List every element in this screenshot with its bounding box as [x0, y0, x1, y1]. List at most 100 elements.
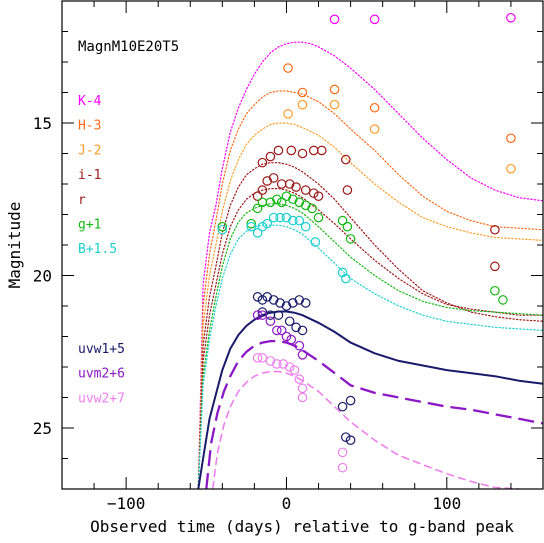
data-point-g-1 — [498, 295, 508, 305]
data-point-uvm2-6 — [294, 340, 305, 351]
data-point-r — [300, 185, 311, 195]
legend-label-j-2: J-2 — [78, 143, 101, 158]
data-point-uvw1-5 — [345, 395, 356, 406]
data-point-uvw2-7 — [278, 359, 289, 369]
data-point-r — [268, 173, 279, 183]
data-point-b-1-5 — [288, 215, 298, 226]
data-point-uvw1-5 — [262, 292, 273, 302]
data-point-h-3 — [329, 84, 340, 95]
data-point-k-4 — [329, 14, 340, 25]
legend-label-r: r — [78, 193, 86, 208]
data-point-g-1 — [337, 215, 348, 226]
data-point-uvw2-7 — [294, 374, 305, 384]
data-point-i-1 — [257, 157, 268, 168]
data-point-r — [276, 179, 287, 189]
data-point-i-1 — [265, 151, 276, 162]
data-point-b-1-5 — [246, 221, 256, 232]
data-point-uvw2-7 — [257, 353, 268, 363]
data-point-uvm2-6 — [286, 334, 297, 345]
data-point-uvw1-5 — [291, 322, 301, 333]
data-point-i-1 — [490, 261, 500, 272]
data-point-b-1-5 — [300, 221, 311, 232]
model-curves — [197, 41, 544, 490]
data-point-j-2 — [297, 99, 308, 110]
data-point-uvm2-6 — [272, 325, 282, 336]
data-point-g-1 — [217, 221, 228, 232]
plot-frame — [61, 0, 544, 490]
y-tick-label: 25 — [33, 419, 52, 438]
data-point-b-1-5 — [281, 212, 292, 223]
data-point-r — [291, 182, 301, 192]
data-point-g-1 — [307, 203, 317, 214]
data-point-uvm2-6 — [276, 325, 287, 336]
data-point-b-1-5 — [310, 237, 321, 247]
data-point-g-1 — [265, 197, 276, 208]
data-point-r — [313, 191, 324, 201]
data-point-j-2 — [329, 99, 340, 110]
model-curve-g-1 — [197, 203, 544, 490]
x-tick-label: 100 — [432, 494, 461, 513]
data-point-b-1-5 — [217, 224, 228, 235]
data-point-uvw1-5 — [275, 298, 285, 308]
y-tick-label: 20 — [33, 267, 52, 286]
data-point-j-2 — [369, 124, 380, 134]
data-point-uvw1-5 — [257, 307, 268, 317]
y-axis-label: Magnitude — [5, 202, 24, 289]
data-point-i-1 — [286, 145, 297, 156]
data-point-b-1-5 — [337, 267, 348, 278]
data-point-g-1 — [294, 197, 305, 208]
data-point-i-1 — [490, 224, 500, 235]
observed-points — [217, 12, 516, 473]
data-point-b-1-5 — [262, 218, 273, 229]
data-point-g-1 — [300, 200, 311, 211]
legend: K-4 H-3 J-2 i-1 r g+1 B+1.5 uvw1+5 uvm2+6 uvw2+7 — [78, 94, 125, 406]
data-point-uvw1-5 — [284, 316, 295, 327]
model-curve-r — [197, 188, 544, 490]
data-point-uvw1-5 — [252, 292, 263, 302]
axis-ticks: −100 0 100 15 20 25 — [33, 0, 544, 513]
data-point-h-3 — [283, 63, 293, 73]
x-axis-label: Observed time (days) relative to g-band … — [90, 517, 514, 536]
legend-label-g-1: g+1 — [78, 218, 101, 233]
data-point-h-3 — [297, 87, 308, 98]
data-point-b-1-5 — [257, 221, 268, 232]
data-point-uvw2-7 — [272, 359, 282, 369]
data-point-g-1 — [281, 191, 292, 201]
data-point-uvw2-7 — [297, 392, 308, 403]
data-point-j-2 — [283, 109, 293, 119]
model-curve-i-1 — [197, 162, 544, 490]
data-point-g-1 — [276, 197, 287, 208]
model-curve-h-3 — [197, 90, 544, 490]
legend-label-k-4: K-4 — [78, 94, 102, 109]
legend-label-uvm2-6: uvm2+6 — [78, 367, 125, 382]
data-point-r — [284, 179, 295, 189]
data-point-uvw1-5 — [297, 325, 308, 336]
data-point-uvm2-6 — [265, 316, 276, 327]
data-point-k-4 — [506, 12, 516, 23]
data-point-i-1 — [273, 145, 284, 156]
data-point-uvw1-5 — [257, 295, 268, 305]
data-point-uvw1-5 — [340, 432, 351, 442]
data-point-b-1-5 — [294, 215, 305, 226]
legend-label-b-1-5: B+1.5 — [78, 242, 117, 257]
data-point-uvw1-5 — [345, 435, 356, 445]
model-curve-j-2 — [197, 122, 544, 490]
data-point-g-1 — [490, 285, 500, 296]
data-point-uvw1-5 — [337, 401, 348, 412]
data-point-r — [252, 191, 263, 201]
data-point-i-1 — [316, 145, 327, 156]
data-point-g-1 — [272, 194, 282, 205]
data-point-uvw1-5 — [288, 298, 298, 308]
chart-title: MagnM10E20T5 — [78, 39, 179, 55]
data-point-uvw2-7 — [284, 362, 295, 372]
data-point-uvm2-6 — [281, 331, 292, 342]
data-point-g-1 — [313, 212, 324, 223]
data-point-b-1-5 — [275, 212, 285, 223]
model-curve-k-4 — [197, 41, 544, 490]
data-point-uvw1-5 — [268, 295, 279, 305]
data-point-i-1 — [342, 185, 353, 195]
y-tick-label: 15 — [33, 114, 52, 133]
data-point-uvw2-7 — [252, 353, 263, 363]
data-point-j-2 — [506, 163, 516, 174]
x-tick-label: 0 — [282, 494, 292, 513]
